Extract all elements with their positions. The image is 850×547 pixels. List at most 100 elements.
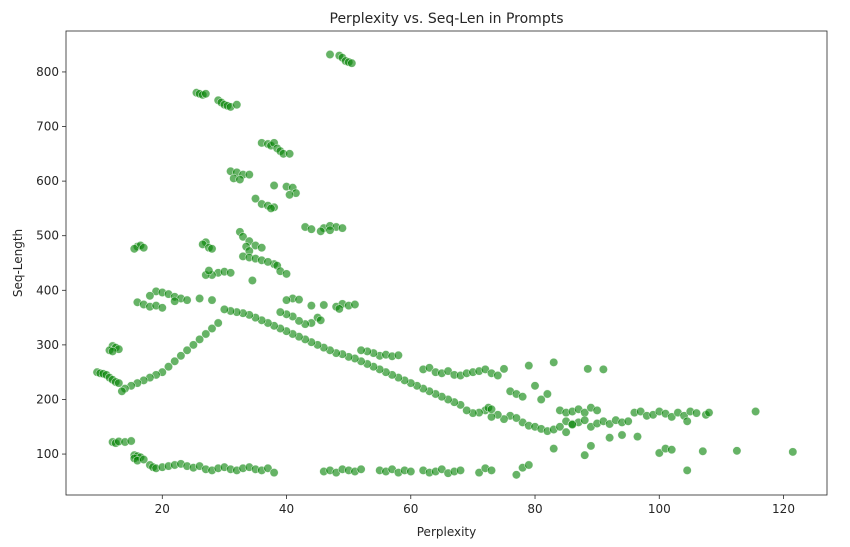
y-tick-label: 800: [36, 65, 59, 79]
data-point: [561, 427, 571, 437]
y-tick-label: 500: [36, 229, 59, 243]
data-point: [424, 363, 434, 373]
y-tick-label: 600: [36, 174, 59, 188]
data-point: [555, 422, 565, 432]
data-point: [567, 420, 577, 430]
data-point: [251, 194, 261, 204]
data-point: [682, 465, 692, 475]
data-point: [536, 394, 546, 404]
x-tick-label: 20: [155, 502, 170, 516]
data-point: [319, 300, 329, 310]
y-axis-ticks: 100 200 300 400 500 600 700 800: [36, 65, 66, 461]
data-point: [356, 464, 366, 474]
data-point: [201, 89, 211, 99]
data-point: [126, 436, 136, 446]
data-point: [511, 470, 521, 480]
data-point: [139, 454, 149, 464]
data-point: [393, 350, 403, 360]
plot-frame: [65, 30, 828, 496]
data-point: [347, 58, 357, 68]
data-point: [207, 323, 217, 333]
data-point: [592, 405, 602, 415]
data-point: [524, 361, 534, 371]
data-point: [294, 295, 304, 305]
data-point: [204, 266, 214, 276]
data-point: [281, 295, 291, 305]
data-point: [350, 299, 360, 309]
data-point: [518, 392, 528, 402]
y-tick-label: 700: [36, 120, 59, 134]
data-point: [788, 447, 798, 457]
data-point: [238, 232, 248, 242]
data-point: [219, 304, 229, 314]
data-point: [704, 408, 714, 418]
data-point: [294, 316, 304, 326]
data-point: [182, 345, 192, 355]
data-point: [213, 318, 223, 328]
y-tick-label: 200: [36, 392, 59, 406]
data-point: [182, 295, 192, 305]
data-point: [281, 269, 291, 279]
data-point: [164, 362, 174, 372]
data-point: [108, 346, 118, 356]
data-point: [263, 463, 273, 473]
data-point: [207, 244, 217, 254]
data-point: [325, 225, 335, 235]
data-point: [235, 175, 245, 185]
data-point: [493, 370, 503, 380]
data-point: [269, 181, 279, 191]
data-point: [285, 149, 295, 159]
data-point: [195, 293, 205, 303]
x-axis-ticks: 20 40 60 80 100 120: [155, 495, 795, 516]
data-point: [316, 315, 326, 325]
data-point: [188, 340, 198, 350]
data-point: [145, 291, 155, 301]
x-tick-label: 40: [279, 502, 294, 516]
data-point: [580, 450, 590, 460]
data-point: [605, 433, 615, 443]
data-point: [195, 334, 205, 344]
x-tick-label: 80: [527, 502, 542, 516]
data-point: [486, 404, 496, 414]
data-point: [334, 304, 344, 314]
data-point: [207, 295, 217, 305]
data-point: [698, 446, 708, 456]
data-point: [586, 441, 596, 451]
data-point: [170, 296, 180, 306]
x-tick-label: 120: [772, 502, 795, 516]
data-point: [530, 381, 540, 391]
scatter-points: [92, 49, 798, 480]
data-point: [486, 465, 496, 475]
data-point: [636, 406, 646, 416]
data-point: [580, 415, 590, 425]
data-point: [751, 406, 761, 416]
data-point: [667, 445, 677, 455]
data-point: [549, 357, 559, 367]
data-point: [524, 460, 534, 470]
data-point: [263, 257, 273, 267]
data-point: [654, 448, 664, 458]
data-point: [486, 412, 496, 422]
data-point: [337, 223, 347, 233]
data-point: [306, 301, 316, 311]
data-point: [244, 170, 254, 180]
data-point: [201, 329, 211, 339]
y-tick-label: 400: [36, 283, 59, 297]
data-point: [667, 412, 677, 422]
data-point: [325, 49, 335, 59]
data-point: [617, 430, 627, 440]
data-point: [356, 345, 366, 355]
data-point: [462, 405, 472, 415]
data-point: [176, 351, 186, 361]
y-axis-title: Seq-Length: [11, 229, 25, 297]
data-point: [632, 432, 642, 442]
data-point: [623, 416, 633, 426]
data-point: [549, 444, 559, 454]
data-point: [139, 243, 149, 253]
data-point: [285, 190, 295, 200]
data-point: [247, 275, 257, 285]
data-point: [474, 468, 484, 478]
data-point: [316, 226, 326, 236]
